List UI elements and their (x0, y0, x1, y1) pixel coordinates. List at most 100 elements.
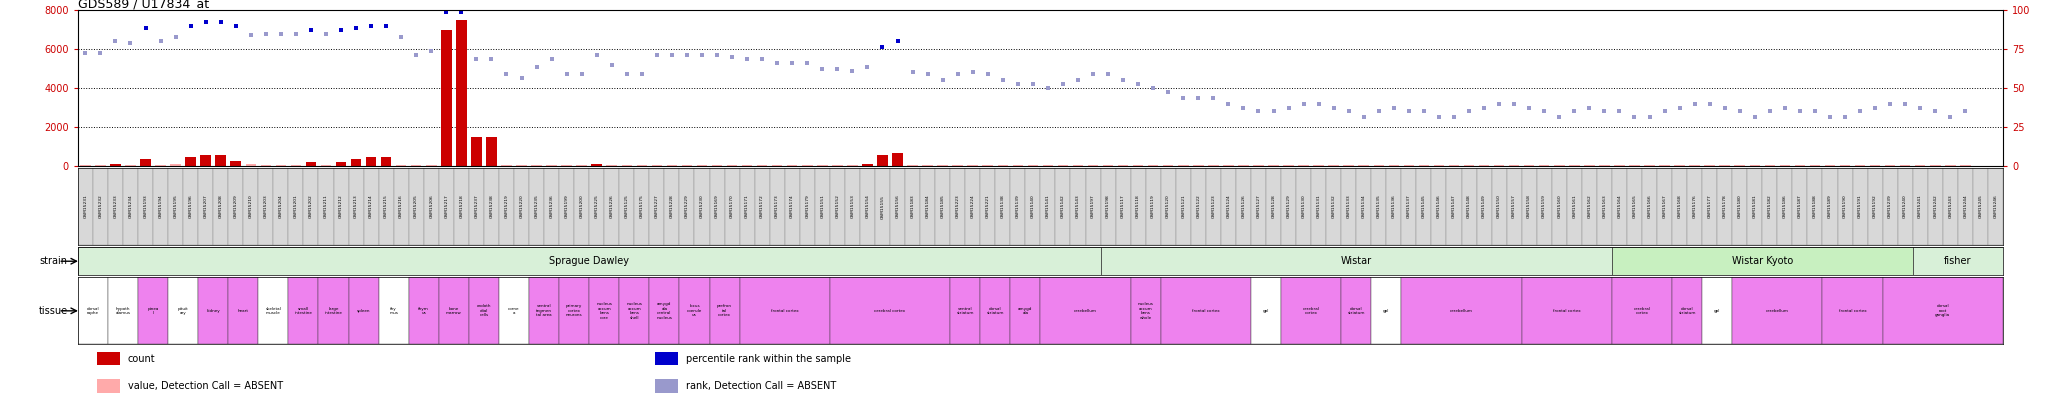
Text: cerebral
cortex: cerebral cortex (1634, 307, 1651, 315)
Bar (1536, 168, 1552, 245)
Text: GSM15236: GSM15236 (549, 195, 553, 218)
Bar (1552, 168, 1567, 245)
Bar (1597, 168, 1612, 245)
Bar (1612, 168, 1626, 245)
Bar (1311, 168, 1327, 245)
Text: GSM15179: GSM15179 (805, 195, 809, 218)
Text: GSM15194: GSM15194 (158, 195, 162, 218)
Text: kidney: kidney (207, 309, 219, 313)
Bar (154, 168, 168, 245)
Text: GSM15227: GSM15227 (655, 195, 659, 218)
Bar (199, 277, 227, 344)
Text: GSM15129: GSM15129 (1286, 195, 1290, 218)
Text: GSM15131: GSM15131 (1317, 195, 1321, 218)
Text: GSM15151: GSM15151 (821, 195, 823, 218)
Text: GSM15139: GSM15139 (1016, 195, 1020, 218)
Text: GSM15200: GSM15200 (580, 195, 584, 218)
Text: spleen: spleen (356, 309, 371, 313)
Bar (815, 168, 829, 245)
Bar (754, 168, 770, 245)
Text: GSM15216: GSM15216 (399, 195, 403, 218)
Bar (709, 168, 725, 245)
Text: rank, Detection Call = ABSENT: rank, Detection Call = ABSENT (686, 381, 836, 391)
Bar (96, 352, 121, 365)
Bar (680, 277, 709, 344)
Text: GSM15246: GSM15246 (1993, 195, 1997, 218)
Text: GSM15235: GSM15235 (535, 195, 539, 218)
Text: GSM15208: GSM15208 (219, 195, 223, 218)
Text: GSM15201: GSM15201 (295, 195, 297, 218)
Bar (170, 164, 180, 166)
Bar (168, 277, 199, 344)
Text: GSM15219: GSM15219 (504, 195, 508, 218)
Bar (739, 277, 829, 344)
Bar (137, 168, 154, 245)
Bar (455, 168, 469, 245)
Text: GSM15233: GSM15233 (113, 195, 117, 218)
Bar (1898, 168, 1913, 245)
Bar (1462, 168, 1477, 245)
Text: GSM15160: GSM15160 (1556, 195, 1561, 218)
Text: GSM15229: GSM15229 (684, 195, 688, 218)
Bar (381, 157, 391, 166)
Bar (334, 168, 348, 245)
Bar (500, 277, 528, 344)
Text: GSM15187: GSM15187 (1798, 195, 1802, 218)
Bar (1401, 168, 1417, 245)
Text: GSM15120: GSM15120 (1165, 195, 1169, 218)
Text: GSM15226: GSM15226 (610, 195, 614, 218)
Bar (1612, 277, 1671, 344)
Text: count: count (127, 354, 156, 364)
Text: thym
us: thym us (418, 307, 430, 315)
Bar (348, 277, 379, 344)
Text: GSM15225: GSM15225 (594, 195, 598, 218)
Text: GSM15224: GSM15224 (971, 195, 975, 218)
Bar (1792, 168, 1808, 245)
Text: pituit
ary: pituit ary (178, 307, 188, 315)
Text: GSM15203: GSM15203 (264, 195, 268, 218)
Text: GSM15128: GSM15128 (1272, 195, 1276, 218)
Text: GSM15189: GSM15189 (1829, 195, 1833, 218)
Bar (1626, 168, 1642, 245)
Text: GSM15163: GSM15163 (1602, 195, 1606, 218)
Bar (1282, 277, 1341, 344)
Text: prefron
tal
cortex: prefron tal cortex (717, 304, 731, 318)
Bar (272, 168, 289, 245)
Bar (289, 168, 303, 245)
Text: dorsal
root
ganglia: dorsal root ganglia (1935, 304, 1950, 318)
Text: Wistar: Wistar (1341, 256, 1372, 266)
Text: GSM15181: GSM15181 (1753, 195, 1757, 218)
Bar (1100, 168, 1116, 245)
Bar (950, 277, 981, 344)
Text: GSM15174: GSM15174 (791, 195, 795, 218)
Text: GSM15211: GSM15211 (324, 195, 328, 218)
Bar (1507, 168, 1522, 245)
Text: GSM15152: GSM15152 (836, 195, 840, 218)
Bar (1882, 277, 2003, 344)
Bar (213, 168, 227, 245)
Bar (618, 168, 635, 245)
Bar (485, 137, 498, 166)
Bar (424, 168, 438, 245)
Bar (709, 277, 739, 344)
Text: gpl: gpl (1714, 309, 1720, 313)
Bar (244, 168, 258, 245)
Bar (317, 277, 348, 344)
Bar (1944, 168, 1958, 245)
Bar (1823, 168, 1837, 245)
Bar (1778, 168, 1792, 245)
Bar (877, 155, 887, 166)
Text: GSM15202: GSM15202 (309, 195, 313, 218)
Bar (78, 168, 92, 245)
Bar (995, 168, 1010, 245)
Bar (1130, 168, 1145, 245)
Text: GSM15223: GSM15223 (956, 195, 961, 218)
Text: GSM15150: GSM15150 (1497, 195, 1501, 218)
Bar (350, 159, 360, 166)
Bar (680, 168, 694, 245)
Bar (365, 168, 379, 245)
Bar (1808, 168, 1823, 245)
Text: GSM15242: GSM15242 (1933, 195, 1937, 218)
Bar (725, 168, 739, 245)
Bar (1026, 168, 1040, 245)
